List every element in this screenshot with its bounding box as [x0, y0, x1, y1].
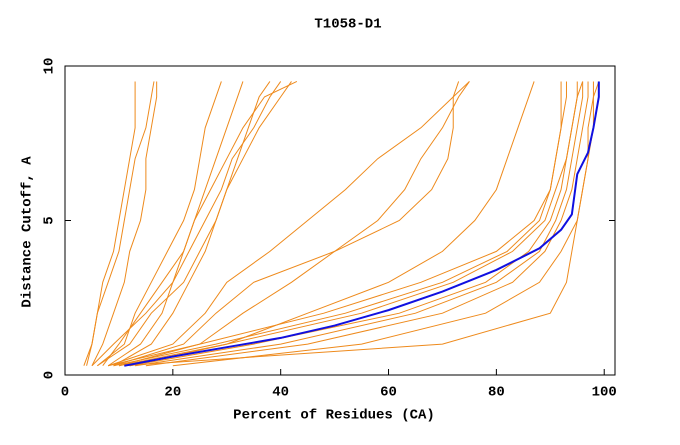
series-line — [107, 80, 298, 367]
series-line — [83, 81, 155, 366]
series-line — [91, 81, 282, 367]
x-tick-label: 60 — [380, 385, 397, 401]
series-line — [91, 81, 158, 366]
chart-title: T1058-D1 — [314, 17, 381, 33]
series-line — [86, 81, 136, 366]
y-tick-label: 5 — [42, 216, 58, 224]
series-line — [107, 81, 470, 367]
x-tick-label: 20 — [164, 385, 181, 401]
x-tick-label: 80 — [488, 385, 505, 401]
x-tick-label: 100 — [592, 385, 617, 401]
series-line — [135, 81, 584, 367]
series-line — [97, 81, 222, 367]
y-tick-label: 0 — [42, 371, 58, 379]
series-line — [108, 81, 567, 367]
x-axis-label: Percent of Residues (CA) — [233, 408, 435, 424]
series-line — [124, 81, 600, 367]
x-tick-label: 40 — [272, 385, 289, 401]
series-line — [113, 81, 562, 367]
plot-frame — [64, 65, 616, 376]
series-line — [118, 81, 584, 367]
series-line — [113, 81, 460, 367]
series-line — [129, 81, 578, 367]
series-line — [118, 81, 470, 367]
y-tick-label: 10 — [42, 58, 58, 75]
series-line — [129, 81, 535, 367]
x-tick-label: 0 — [61, 385, 69, 401]
series-line — [145, 81, 589, 367]
y-axis-label: Distance Cutoff, A — [20, 156, 36, 308]
series-line — [124, 81, 600, 367]
series-line — [113, 81, 271, 367]
